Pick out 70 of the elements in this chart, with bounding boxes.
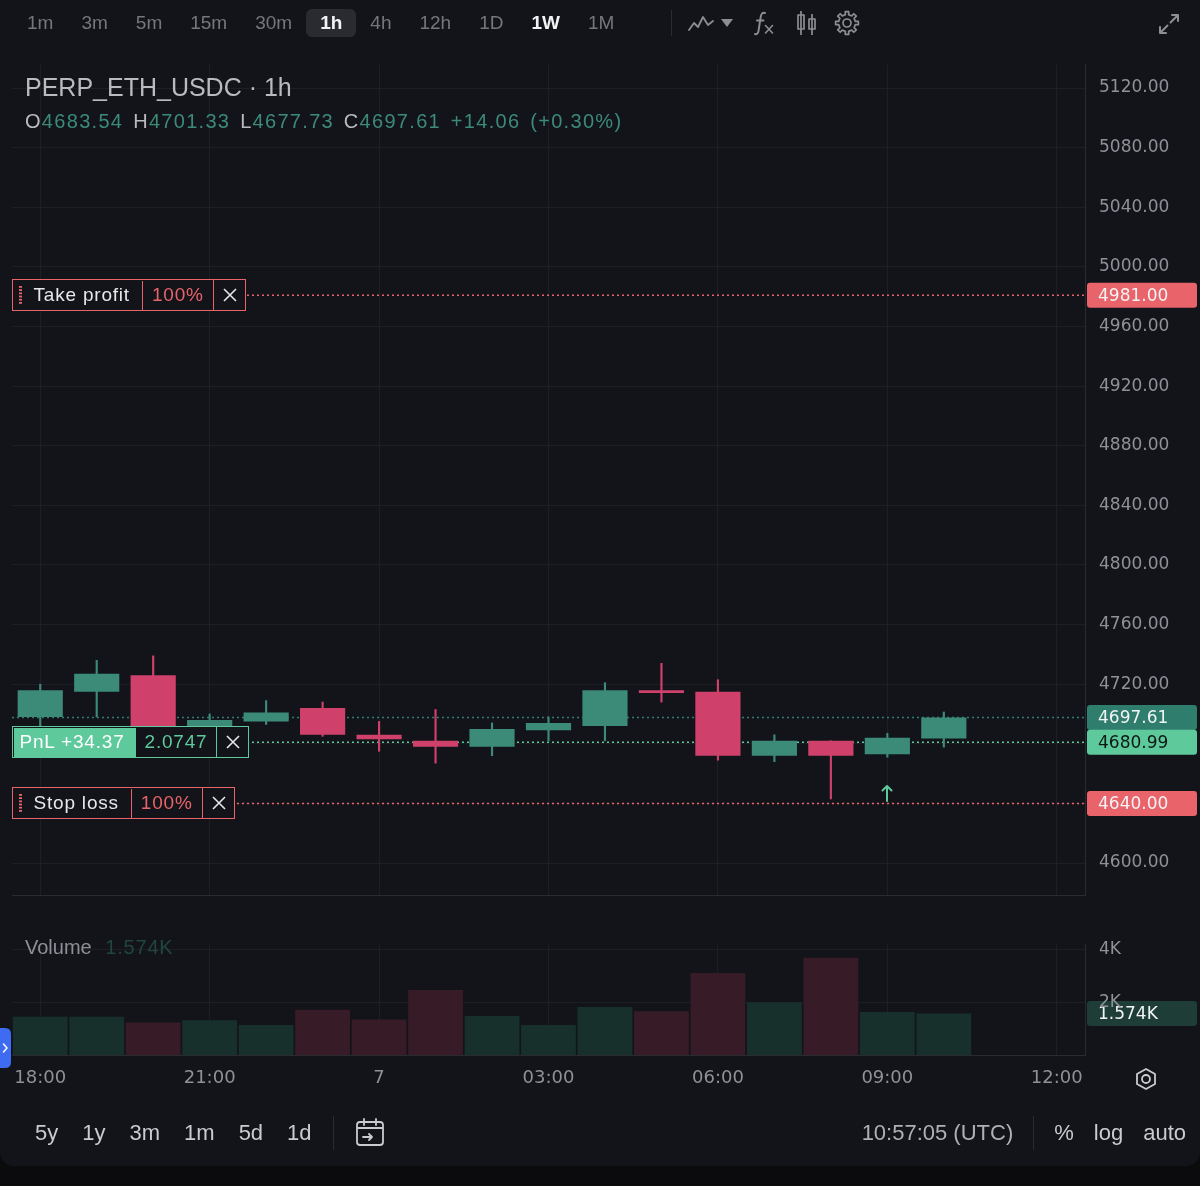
y-tick-label: 4720.00 [1099, 672, 1170, 693]
text: 12h [418, 11, 453, 35]
y-tick-label: 4760.00 [1099, 612, 1170, 633]
y-tick-label: 5000.00 [1099, 255, 1170, 276]
x-tick-label: 06:00 [691, 1066, 744, 1088]
bar [408, 990, 463, 1055]
y-tick-label: 5120.00 [1099, 76, 1170, 97]
text: 5d [237, 1119, 265, 1147]
y-tick-label: 4880.00 [1099, 434, 1170, 455]
bar [182, 1020, 238, 1055]
text: 3m [128, 1119, 162, 1147]
bar [690, 972, 746, 1055]
candlestick [638, 662, 685, 703]
ref-line-label: 4640.00 [1098, 792, 1169, 813]
annotation: PnL +34.37 [19, 731, 125, 754]
text: 1W [530, 11, 561, 35]
y-tick-label: 4800.00 [1099, 553, 1170, 574]
chart-title: PERP_ETH_USDC · 1h [25, 73, 292, 102]
y-tick-label: 4960.00 [1099, 314, 1170, 335]
bar [521, 1024, 576, 1055]
x-tick-label: 03:00 [522, 1066, 575, 1088]
bar [747, 1002, 802, 1055]
y-tick-label: 4920.00 [1099, 374, 1170, 395]
candlestick [412, 709, 459, 764]
ref-line-label: 4697.61 [1098, 706, 1169, 727]
annotation: Stop loss [33, 792, 119, 815]
x-tick-label: 18:00 [14, 1066, 67, 1088]
text: 5y [34, 1119, 60, 1147]
text: 1y [81, 1119, 107, 1147]
bar [125, 1022, 181, 1055]
x-tick-label: 21:00 [183, 1066, 236, 1088]
bar [238, 1024, 294, 1055]
text: O4683.54 H4701.33 L4677.73 C4697.61 +14.06 (+0.30%) [25, 110, 623, 132]
chart-title: Volume [25, 936, 92, 958]
selected-tab: 1h [306, 9, 357, 37]
x-tick-label: 7 [373, 1066, 385, 1088]
ref-line-label: 4981.00 [1098, 284, 1169, 305]
annotation: 100% [131, 787, 203, 820]
x-tick-label: 12:00 [1030, 1066, 1083, 1088]
y-tick-label: 4K [1099, 937, 1122, 958]
text: log [1093, 1120, 1124, 1146]
bar [295, 1009, 350, 1055]
y-tick-label: 5040.00 [1099, 195, 1170, 216]
text: 1M [587, 11, 616, 35]
text: 1D [478, 11, 505, 35]
x-tick-label: 09:00 [861, 1066, 914, 1088]
bar [803, 957, 859, 1055]
annotation: Take profit [33, 284, 130, 307]
text: auto [1143, 1120, 1186, 1146]
bar [464, 1015, 520, 1055]
annotation: 100% [142, 279, 214, 312]
text: 3m [80, 11, 109, 35]
text: 10:57:05 (UTC) [861, 1120, 1014, 1146]
ref-line-label: 4680.99 [1098, 731, 1169, 752]
candlestick [525, 716, 572, 742]
y-tick-label: 4840.00 [1099, 493, 1170, 514]
text: % [1054, 1120, 1074, 1146]
text: 1d [286, 1119, 313, 1147]
text: 1m [183, 1119, 216, 1147]
annotation: 2.0747 [135, 726, 218, 759]
y-tick-label: 4600.00 [1099, 851, 1170, 872]
text: 30m [254, 11, 294, 35]
text: 4h [369, 11, 393, 35]
text: 1m [26, 11, 55, 35]
bar [351, 1019, 407, 1055]
text: 5m [134, 11, 164, 35]
y-tick-label: 5080.00 [1099, 136, 1170, 157]
bar [634, 1011, 689, 1055]
bar [577, 1006, 633, 1055]
text: 15m [189, 11, 229, 35]
